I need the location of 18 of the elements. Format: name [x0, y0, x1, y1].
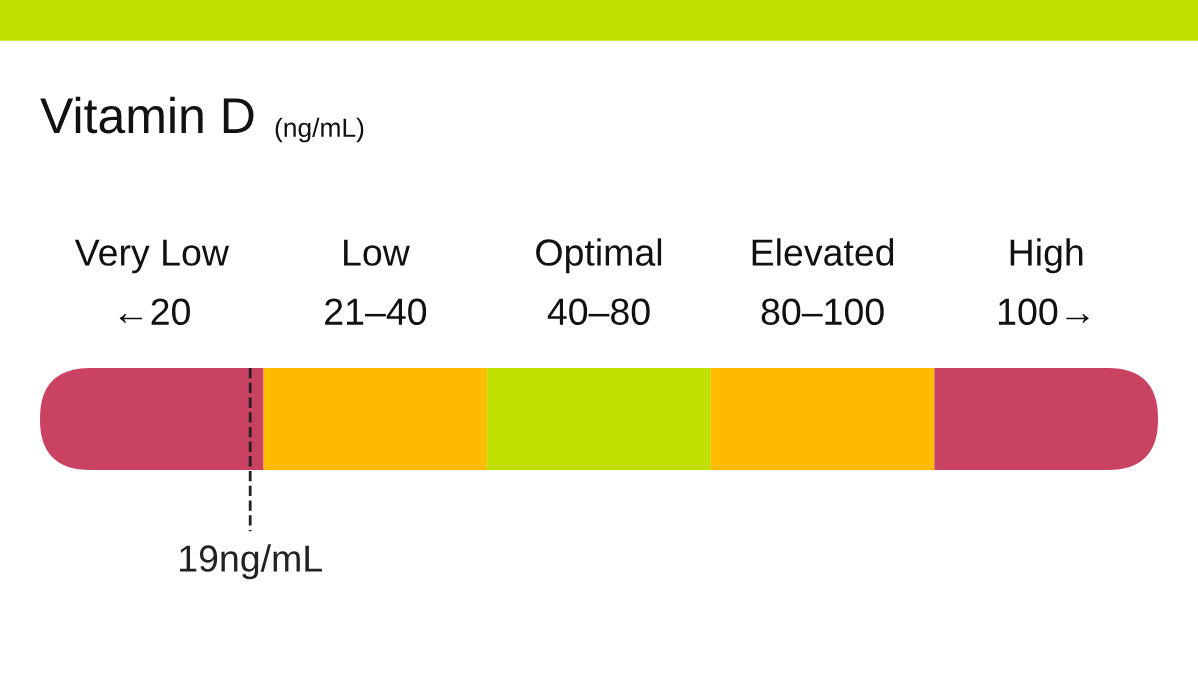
text: Very Low: [74, 239, 230, 274]
text: 80–100: [761, 298, 884, 326]
text: 40–80: [547, 298, 650, 326]
text: High: [1010, 238, 1083, 274]
bar: [487, 368, 711, 470]
bar: [40, 368, 264, 470]
text: 100→: [999, 298, 1089, 326]
text: 21–40: [325, 298, 427, 326]
bar: [710, 368, 935, 470]
chart-subtitle: (ng/mL): [275, 117, 364, 143]
chart-title: Vitamin D: [40, 96, 254, 134]
bar: [934, 368, 1158, 470]
ref-line-label: 19ng/mL: [180, 544, 322, 580]
text: Low: [344, 239, 410, 266]
text: Elevated: [752, 238, 894, 266]
bar: [263, 368, 488, 470]
text: ←20: [119, 298, 190, 326]
text: Optimal: [536, 238, 662, 274]
